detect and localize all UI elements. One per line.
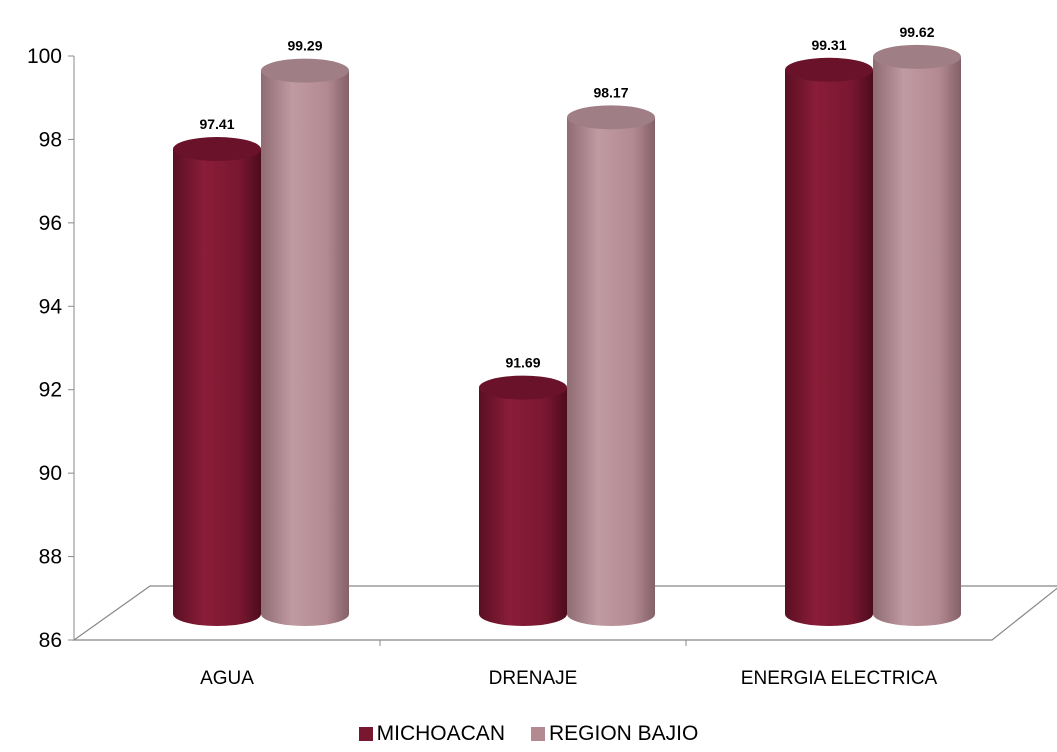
y-tick-label: 88 <box>39 546 62 569</box>
y-tick-label: 98 <box>39 128 62 151</box>
bar-top <box>261 58 349 83</box>
bar-top <box>785 57 873 82</box>
bar-body <box>785 69 873 627</box>
y-tick-label: 96 <box>39 212 62 235</box>
bar-top <box>873 44 961 69</box>
bar-top <box>173 137 261 162</box>
x-category-label: DRENAJE <box>489 668 578 689</box>
data-label: 97.41 <box>199 116 234 132</box>
legend: MICHOACAN REGION BAJIO <box>0 722 1057 746</box>
legend-item-region-bajio: REGION BAJIO <box>530 722 699 746</box>
bar-body <box>873 56 961 626</box>
y-tick-label: 90 <box>39 462 62 485</box>
bar-body <box>173 149 261 627</box>
bar-body <box>261 70 349 627</box>
data-label: 99.29 <box>287 38 322 54</box>
y-tick-label: 100 <box>27 45 62 68</box>
legend-label-michoacan: MICHOACAN <box>376 722 505 745</box>
legend-swatch-region-bajio <box>530 727 545 741</box>
x-category-label: AGUA <box>200 668 254 689</box>
bar-body <box>479 387 567 626</box>
data-label: 98.17 <box>593 84 628 100</box>
legend-label-region-bajio: REGION BAJIO <box>548 722 699 745</box>
legend-swatch-michoacan <box>358 727 373 741</box>
bars <box>173 44 961 627</box>
bar <box>873 44 961 626</box>
y-axis: 86 88 90 92 94 96 98 100 <box>27 45 992 652</box>
bar <box>567 105 655 626</box>
legend-item-michoacan: MICHOACAN <box>358 722 505 746</box>
y-tick-label: 86 <box>39 629 62 652</box>
y-tick-label: 94 <box>39 295 63 318</box>
bar <box>173 137 261 627</box>
bar <box>785 57 873 627</box>
labels: AGUA DRENAJE ENERGIA ELECTRICA 97.41 99.29 91… <box>199 24 937 689</box>
bar <box>479 375 567 626</box>
data-label: 99.31 <box>811 37 846 53</box>
data-label: 91.69 <box>505 355 540 371</box>
data-label: 99.62 <box>899 24 934 40</box>
y-tick-label: 92 <box>39 379 62 402</box>
x-category-label: ENERGIA ELECTRICA <box>741 668 938 689</box>
bar <box>261 58 349 627</box>
bar-top <box>479 375 567 400</box>
bar-top <box>567 105 655 130</box>
bar-body <box>567 117 655 626</box>
